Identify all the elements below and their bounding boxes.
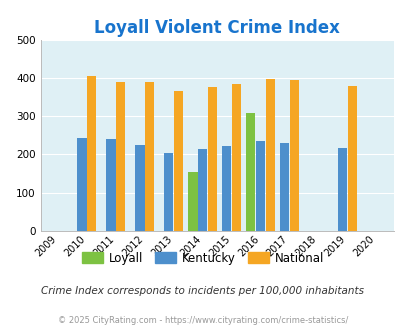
Bar xyxy=(87,76,96,231)
Bar xyxy=(289,80,298,231)
Title: Loyall Violent Crime Index: Loyall Violent Crime Index xyxy=(94,19,339,37)
Bar xyxy=(164,153,173,231)
Bar xyxy=(347,85,356,231)
Bar xyxy=(256,141,264,231)
Bar xyxy=(245,113,255,231)
Bar xyxy=(135,145,144,231)
Bar xyxy=(188,172,197,231)
Bar xyxy=(231,84,241,231)
Bar xyxy=(207,87,217,231)
Bar xyxy=(145,82,154,231)
Bar xyxy=(174,90,183,231)
Bar xyxy=(265,79,275,231)
Bar xyxy=(222,147,231,231)
Legend: Loyall, Kentucky, National: Loyall, Kentucky, National xyxy=(77,247,328,269)
Bar xyxy=(198,149,207,231)
Text: © 2025 CityRating.com - https://www.cityrating.com/crime-statistics/: © 2025 CityRating.com - https://www.city… xyxy=(58,316,347,325)
Bar xyxy=(279,143,289,231)
Bar xyxy=(106,139,115,231)
Bar xyxy=(116,82,125,231)
Bar xyxy=(77,138,86,231)
Text: Crime Index corresponds to incidents per 100,000 inhabitants: Crime Index corresponds to incidents per… xyxy=(41,286,364,296)
Bar xyxy=(337,148,346,231)
